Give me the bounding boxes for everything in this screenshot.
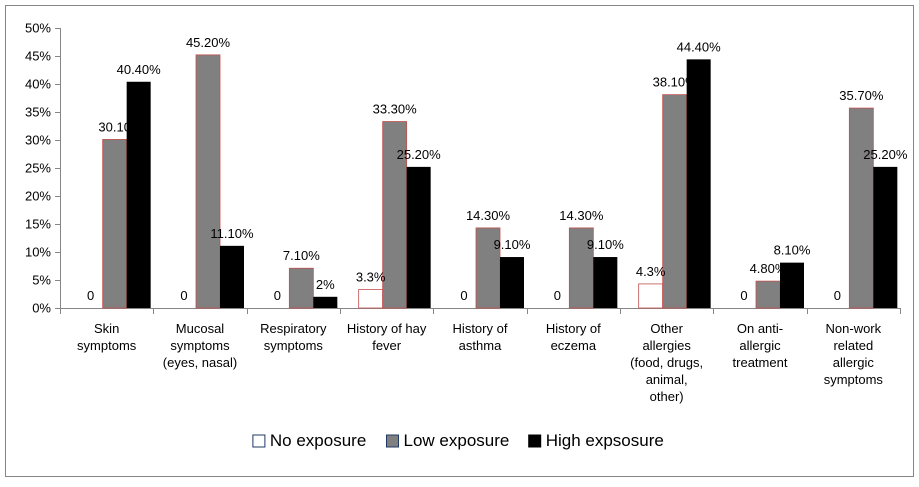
bar-high-expsosure (220, 245, 244, 308)
data-label: 0 (274, 288, 281, 303)
data-label: 9.10% (587, 237, 624, 252)
legend-label: Low exposure (404, 431, 510, 450)
data-label: 33.30% (373, 102, 418, 117)
bar-low-exposure (568, 227, 594, 309)
bar-no-exposure (638, 283, 664, 309)
legend-swatch (386, 434, 399, 448)
bar-high-expsosure (686, 59, 711, 308)
bar-high-expsosure (406, 166, 431, 308)
bar-low-exposure (755, 280, 781, 309)
y-tick-label: 20% (25, 189, 51, 204)
data-label: 0 (87, 288, 94, 303)
bar-high-expsosure (593, 257, 618, 308)
data-label: 0 (740, 288, 747, 303)
data-label: 4.3% (636, 264, 666, 279)
y-tick-label: 40% (25, 77, 51, 92)
x-category-label: History of eczema (546, 321, 601, 353)
bar-low-exposure (475, 227, 501, 309)
data-label: 14.30% (466, 208, 511, 223)
bar-low-exposure (195, 54, 221, 309)
legend-swatch (528, 434, 542, 448)
x-category-label: Other allergies (food, drugs, animal, other) (630, 321, 703, 404)
bars (102, 54, 898, 309)
legend-swatch (252, 434, 266, 448)
data-label: 0 (180, 288, 187, 303)
y-tick-label: 45% (25, 49, 51, 64)
y-tick-label: 15% (25, 217, 51, 232)
bar-low-exposure (848, 107, 874, 309)
bar-high-expsosure (313, 296, 338, 308)
y-tick-label: 0% (32, 301, 51, 316)
data-label: 8.10% (774, 243, 811, 258)
data-label: 35.70% (839, 88, 884, 103)
data-label: 25.20% (863, 147, 908, 162)
x-category-label: Mucosal symptoms (eyes, nasal) (163, 321, 237, 370)
y-tick-label: 10% (25, 245, 51, 260)
bar-low-exposure (382, 121, 408, 309)
data-label: 4.80% (750, 261, 787, 276)
data-label: 3.3% (356, 270, 386, 285)
y-tick-label: 5% (32, 273, 51, 288)
y-tick-label: 30% (25, 133, 51, 148)
legend-label: High expsosure (546, 431, 664, 450)
data-label: 9.10% (494, 237, 531, 252)
bar-high-expsosure (500, 257, 524, 308)
bar-high-expsosure (126, 81, 151, 308)
bar-no-exposure (358, 289, 384, 309)
x-category-label: Respiratory symptoms (260, 321, 327, 353)
data-label: 0 (834, 288, 841, 303)
data-label: 44.40% (677, 39, 722, 54)
data-label: 38.10% (653, 75, 698, 90)
legend: No exposure Low exposure High expsosure (252, 431, 664, 450)
axes: 0% 5% 10% 15% 20% 25% 30% 35% 40% 45% 50% Skin sympt… (25, 21, 901, 404)
y-tick-label: 35% (25, 105, 51, 120)
x-category-label: History of hay fever (347, 321, 427, 353)
x-category-label: On anti-allergic treatment (733, 321, 788, 370)
legend-label: No exposure (270, 431, 366, 450)
x-category-label: History of asthma (453, 321, 508, 353)
y-tick-label: 50% (25, 21, 51, 36)
data-label: 45.20% (186, 35, 231, 50)
data-label: 14.30% (559, 208, 604, 223)
y-tick-label: 25% (25, 161, 51, 176)
bar-high-expsosure (873, 166, 898, 308)
data-label: 0 (460, 288, 467, 303)
data-label: 7.10% (283, 248, 320, 263)
data-label: 25.20% (397, 147, 442, 162)
data-label: 30.10 (98, 119, 131, 134)
data-label: 40.40% (117, 62, 162, 77)
data-label: 11.10% (210, 226, 254, 241)
bar-low-exposure (662, 94, 688, 309)
data-label: 0 (554, 288, 561, 303)
data-labels: 0 0 0 3.3% 0 0 4.3% 0 0 30.10 45.20% 7.10% 33.30% 14.… (87, 35, 908, 303)
x-category-label: Skin symptoms (77, 321, 137, 353)
bar-high-expsosure (780, 262, 804, 308)
bar-low-exposure (102, 139, 128, 309)
data-label: 2% (316, 277, 335, 292)
chart-border (5, 5, 914, 477)
x-category-label: Non-work related allergic symptoms (824, 321, 884, 387)
bar-low-exposure (288, 267, 314, 309)
